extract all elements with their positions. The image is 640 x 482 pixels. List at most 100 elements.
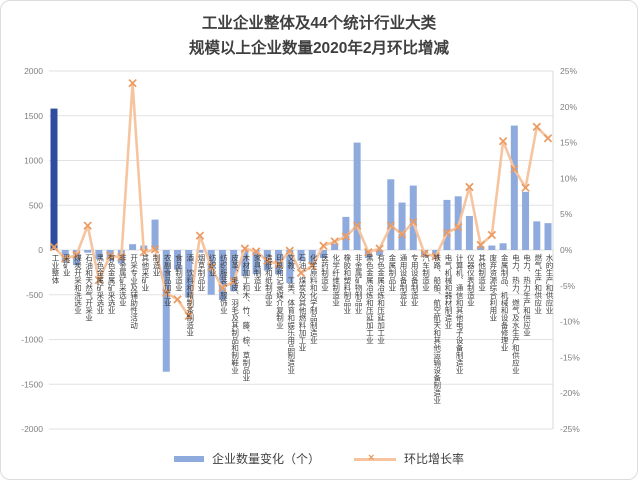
x-marker-电力、热力生产和供应业 [521, 183, 530, 192]
bar-木材加工和木、竹、藤、棕、草制品业 [241, 250, 249, 276]
x-marker-电气机械和器材制造业 [442, 228, 452, 238]
x-marker-化学纤维制造业 [330, 237, 339, 246]
bar-橡胶和塑料制品业 [342, 216, 350, 250]
bar-专用设备制造业 [409, 185, 417, 250]
bar-series-swatch [173, 455, 204, 462]
x-marker-燃气生产和供应业 [532, 122, 541, 132]
bar-黑色金属冶炼和压延加工业 [364, 250, 372, 259]
x-marker-家具制造业 [251, 247, 261, 256]
x-marker-食品制造业 [173, 295, 182, 304]
x-marker-仪器仪表制造业 [465, 182, 474, 192]
x-marker-非金属矿采选业 [117, 252, 126, 262]
bar-采矿业 [61, 250, 69, 263]
right-axis-tick-label: -15% [560, 352, 580, 362]
bar-有色金属冶炼和压延加工业 [376, 250, 384, 256]
right-axis-tick-label: -5% [560, 281, 576, 291]
bar-医药制造业 [319, 250, 327, 259]
bar-化学原料和化学制品制造业 [308, 250, 316, 265]
bar-通用设备制造业 [398, 202, 406, 250]
bar-非金属矿物制品业 [353, 142, 361, 250]
x-marker-黑色金属冶炼和压延加工业 [364, 247, 373, 257]
bar-石油和天然气开采业 [84, 250, 92, 253]
left-axis-tick-label: -1500 [21, 379, 43, 389]
x-marker-纺织服装、服饰业 [218, 283, 227, 293]
x-marker-其他制造业 [476, 240, 485, 250]
bar-其他制造业 [477, 245, 485, 250]
bar-食品制造业 [174, 250, 181, 270]
right-axis-tick-label: 10% [560, 173, 577, 183]
x-marker-黑色金属矿采选业 [94, 275, 104, 285]
chart-legend: 企业数量变化（个） × 环比增长率 [1, 450, 637, 467]
bar-燃气生产和供应业 [533, 221, 541, 250]
x-marker-开采专业及辅助性活动 [128, 78, 137, 88]
legend-line-label: 环比增长率 [404, 452, 465, 466]
x-marker-非金属矿物制品业 [352, 221, 362, 230]
bar-印刷和记录媒介复制业 [275, 250, 283, 275]
left-axis-tick-label: 2000 [24, 66, 43, 76]
line-series-swatch: × [354, 452, 396, 465]
x-marker-电力、热力、燃气及水生产和供应业 [510, 164, 519, 174]
x-marker-工业整体 [49, 242, 59, 252]
bar-制造业 [151, 219, 159, 250]
x-marker-烟草制品业 [195, 231, 205, 240]
x-marker-其他采矿业 [139, 247, 149, 257]
bar-煤炭开采和洗选业 [72, 250, 80, 266]
right-axis-tick-label: 15% [560, 138, 577, 148]
left-axis-tick-label: 1000 [24, 156, 43, 166]
bar-仪器仪表制造业 [465, 215, 473, 250]
x-marker-废弃资源综合利用业 [487, 230, 497, 240]
bar-酒、饮料和精制茶制造业 [185, 250, 193, 298]
bar-开采专业及辅助性活动 [129, 244, 137, 250]
x-marker-有色金属冶炼和压延加工业 [375, 244, 384, 253]
chart-title-line2: 规模以上企业数量2020年2月环比增减 [188, 40, 450, 57]
x-marker-通用设备制造业 [397, 230, 407, 239]
bar-水的生产和供应业 [544, 223, 552, 250]
x-marker-采矿业 [61, 254, 70, 263]
growth-rate-line [53, 81, 549, 318]
bar-农副食品加工业 [162, 250, 170, 372]
x-marker-水的生产和供应业 [543, 134, 553, 143]
bar-废弃资源综合利用业 [488, 245, 496, 250]
right-axis-tick-label: 20% [560, 102, 577, 112]
right-axis-tick-label: -25% [560, 424, 580, 434]
bar-文教、工美、体育和娱乐用品制造业 [286, 250, 294, 284]
legend-item-bar-series: 企业数量变化（个） [173, 450, 320, 467]
bar-家具制造业 [252, 250, 260, 275]
left-axis-tick-label: 500 [29, 200, 43, 210]
right-axis-tick-label: 5% [560, 209, 573, 219]
x-marker-煤炭开采和洗选业 [72, 250, 81, 260]
x-marker-木材加工和木、竹、藤、棕、草制品业 [240, 244, 250, 253]
left-axis-tick-label: 0 [38, 245, 43, 255]
chart-title-line1: 工业企业整体及44个统计行业大类 [201, 15, 437, 32]
x-marker-文教、工美、体育和娱乐用品制造业 [285, 246, 294, 255]
x-marker-石油和天然气开采业 [83, 221, 92, 230]
bar-烟草制品业 [196, 250, 204, 253]
bar-纺织业 [207, 250, 215, 295]
x-marker-计算机、通信和其他电子设备制造业 [453, 222, 463, 232]
x-marker-铁路、船舶、航空航天和其他运输设备制造业 [431, 252, 440, 261]
right-axis-tick-label: 25% [560, 66, 577, 76]
right-axis-tick-label: 0% [560, 245, 573, 255]
x-marker-农副食品加工业 [162, 288, 171, 298]
left-axis-tick-label: -2000 [21, 424, 43, 434]
bar-石油、煤炭及其他燃料加工业 [297, 250, 305, 261]
bar-纺织服装、服饰业 [218, 250, 226, 301]
bar-电气机械和器材制造业 [443, 199, 451, 250]
x-marker-医药制造业 [319, 241, 328, 250]
x-marker-化学原料和化学制品制造业 [308, 261, 317, 270]
right-axis-tick-label: -10% [560, 317, 580, 327]
right-axis-tick-label: -20% [560, 388, 580, 398]
bar-工业整体 [50, 108, 58, 250]
x-marker-金属制品业 [386, 221, 396, 230]
x-marker-酒、饮料和精制茶制造业 [184, 311, 193, 321]
x-marker-印刷和记录媒介复制业 [274, 260, 283, 269]
x-marker-造纸和纸制品业 [263, 256, 272, 265]
left-axis-tick-label: -1000 [21, 335, 43, 345]
left-axis-tick-label: -500 [26, 290, 43, 300]
bar-金属制品、机械和设备修理业 [499, 243, 507, 250]
bar-皮革、毛皮、羽毛及其制品和制鞋业 [230, 250, 238, 292]
x-marker-橡胶和塑料制品业 [341, 232, 351, 241]
x-marker-金属制品、机械和设备修理业 [498, 136, 508, 146]
